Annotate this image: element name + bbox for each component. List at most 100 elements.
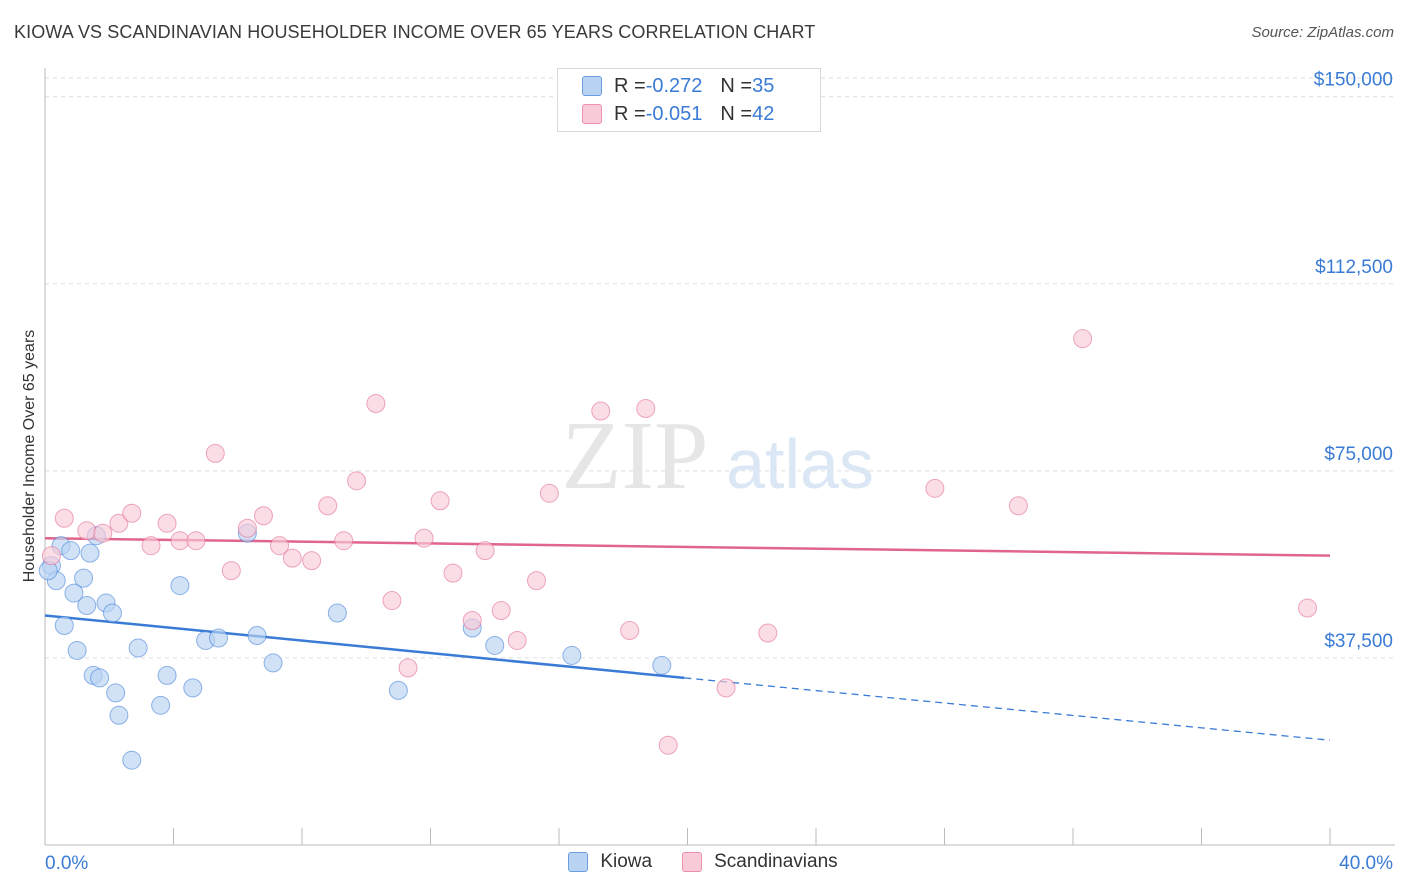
data-point-kiowa — [80, 543, 100, 563]
data-point-kiowa — [388, 680, 408, 700]
data-point-kiowa — [327, 603, 347, 623]
data-point-scandinavians — [221, 561, 241, 581]
data-point-scandinavians — [462, 611, 482, 631]
y-tick-label: $37,500 — [1324, 631, 1393, 652]
data-point-kiowa — [562, 645, 582, 665]
legend-swatch-scandinavians — [682, 852, 703, 872]
data-point-scandinavians — [1073, 329, 1093, 349]
data-point-scandinavians — [237, 518, 257, 538]
x-tick-labels: 0.0% 40.0% — [45, 853, 1393, 874]
legend-item-scandinavians[interactable]: Scandinavians — [682, 851, 838, 873]
data-point-scandinavians — [170, 531, 190, 551]
data-point-scandinavians — [398, 658, 418, 678]
watermark-zip: ZIP — [562, 402, 709, 510]
data-point-scandinavians — [54, 508, 74, 528]
trend-line-extension-kiowa — [684, 677, 1331, 741]
axes — [44, 68, 1395, 846]
data-point-scandinavians — [1008, 496, 1028, 516]
data-point-scandinavians — [109, 513, 129, 533]
data-point-kiowa — [106, 683, 126, 703]
data-point-scandinavians — [205, 443, 225, 463]
data-point-scandinavians — [157, 513, 177, 533]
data-point-scandinavians — [591, 401, 611, 421]
data-point-kiowa — [64, 583, 84, 603]
stats-n-value: 35 — [752, 74, 775, 97]
data-point-scandinavians — [282, 548, 302, 568]
stats-row-kiowa: R = -0.272 N = 35 — [582, 73, 774, 99]
y-tick-label: $150,000 — [1314, 70, 1393, 91]
stats-swatch-kiowa — [582, 76, 602, 96]
data-point-scandinavians — [475, 541, 495, 561]
data-point-scandinavians — [414, 528, 434, 548]
grid-lines — [45, 77, 1395, 659]
data-point-scandinavians — [334, 531, 354, 551]
data-point-kiowa — [151, 695, 171, 715]
trend-lines — [44, 536, 1331, 741]
data-point-scandinavians — [141, 536, 161, 556]
data-point-scandinavians — [658, 735, 678, 755]
y-tick-label: $112,500 — [1315, 257, 1393, 278]
legend-item-kiowa[interactable]: Kiowa — [568, 851, 652, 873]
stats-r-value: -0.272 — [645, 74, 703, 97]
data-point-scandinavians — [716, 678, 736, 698]
data-point-scandinavians — [41, 546, 61, 566]
legend-label-scandinavians: Scandinavians — [714, 851, 838, 872]
y-tick-label: $75,000 — [1324, 444, 1393, 465]
data-point-scandinavians — [925, 478, 945, 498]
data-point-scandinavians — [1298, 598, 1318, 618]
data-point-kiowa — [109, 705, 129, 725]
trend-line-kiowa — [44, 614, 685, 680]
data-point-kiowa — [652, 655, 672, 675]
data-point-kiowa — [170, 576, 190, 596]
x-tick-label-max: 40.0% — [1339, 853, 1393, 874]
data-point-scandinavians — [620, 620, 640, 640]
stats-swatch-scandinavians — [582, 104, 602, 124]
legend-swatch-kiowa — [568, 852, 589, 872]
y-axis-label: Householder Income Over 65 years — [21, 329, 38, 583]
data-point-scandinavians — [443, 563, 463, 583]
data-point-scandinavians — [636, 398, 656, 418]
legend: Kiowa Scandinavians — [0, 851, 1406, 873]
chart-title: KIOWA VS SCANDINAVIAN HOUSEHOLDER INCOME… — [14, 22, 816, 42]
stats-box: R = -0.272 N = 35 R = -0.051 N = 42 — [557, 68, 821, 132]
stats-n-label: N = — [720, 102, 753, 125]
data-point-scandinavians — [491, 601, 511, 621]
y-tick-labels: $37,500 $75,000 $112,500 $150,000 — [1314, 70, 1393, 652]
data-point-kiowa — [90, 668, 110, 688]
stats-r-label: R = — [614, 102, 646, 125]
data-point-scandinavians — [186, 531, 206, 551]
data-point-scandinavians — [507, 630, 527, 650]
data-point-kiowa — [485, 635, 505, 655]
data-points — [38, 329, 1318, 770]
data-point-kiowa — [102, 603, 122, 623]
source-label: Source: ZipAtlas.com — [1251, 24, 1394, 41]
data-point-kiowa — [54, 616, 74, 636]
data-point-scandinavians — [527, 571, 547, 591]
stats-row-scandinavians: R = -0.051 N = 42 — [582, 101, 774, 127]
x-tick-label-min: 0.0% — [45, 853, 88, 874]
trend-line-scandinavians — [44, 536, 1331, 557]
data-point-scandinavians — [382, 591, 402, 611]
data-point-scandinavians — [302, 551, 322, 571]
legend-label-kiowa: Kiowa — [600, 851, 653, 872]
data-point-kiowa — [183, 678, 203, 698]
data-point-kiowa — [61, 541, 81, 561]
data-point-scandinavians — [539, 483, 559, 503]
data-point-kiowa — [208, 628, 228, 648]
data-point-kiowa — [247, 625, 267, 645]
stats-n-label: N = — [720, 74, 753, 97]
data-point-scandinavians — [122, 503, 142, 523]
data-point-kiowa — [77, 596, 97, 616]
data-point-scandinavians — [93, 523, 113, 543]
data-point-kiowa — [122, 750, 142, 770]
data-point-kiowa — [263, 653, 283, 673]
data-point-scandinavians — [77, 521, 97, 541]
data-point-kiowa — [74, 568, 94, 588]
data-point-scandinavians — [758, 623, 778, 643]
stats-r-value: -0.051 — [645, 102, 703, 125]
data-point-scandinavians — [347, 471, 367, 491]
data-point-scandinavians — [430, 491, 450, 511]
watermark: ZIP atlas — [562, 402, 874, 510]
watermark-atlas: atlas — [726, 425, 874, 503]
